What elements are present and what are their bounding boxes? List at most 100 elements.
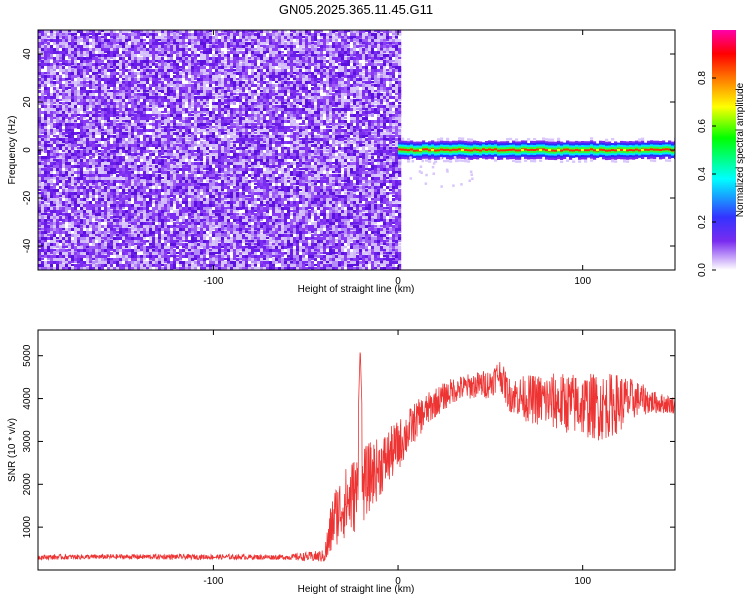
spectrogram-cell: [170, 78, 174, 82]
spectrogram-cell: [191, 228, 195, 232]
spectrogram-cell: [203, 75, 207, 80]
spectrogram-cell: [203, 252, 207, 255]
spectrogram-cell: [92, 81, 96, 86]
spectrogram-cell: [221, 84, 225, 88]
spectrogram-cell: [80, 174, 84, 178]
spectrogram-cell: [47, 249, 51, 254]
spectrogram-cell: [167, 141, 171, 144]
spectrogram-cell: [170, 258, 174, 263]
spectrogram-cell: [134, 189, 138, 194]
spectrogram-cell: [203, 156, 207, 159]
spectrogram-cell: [212, 162, 216, 165]
spectrogram-cell: [95, 252, 99, 257]
spectrogram-cell: [221, 60, 225, 66]
spectrogram-cell: [128, 141, 132, 146]
spectrogram-cell: [65, 144, 69, 150]
spectrogram-cell: [122, 198, 126, 202]
spectrogram-cell: [89, 51, 93, 55]
spectrogram-cell: [119, 69, 123, 72]
spectrogram-cell: [221, 39, 225, 43]
spectrogram-cell: [104, 72, 108, 78]
spectrogram-cell: [149, 216, 153, 221]
spectrogram-cell: [188, 135, 192, 138]
spectrogram-cell: [41, 48, 45, 54]
spectrogram-cell: [170, 204, 174, 207]
spectrogram-cell: [215, 231, 219, 234]
spectrogram-cell: [146, 111, 150, 117]
spectrogram-cell: [113, 87, 117, 91]
spectrogram-cell: [104, 216, 108, 219]
spectrogram-cell: [167, 153, 171, 156]
spectrogram-cell: [68, 39, 72, 42]
spectrogram-cell: [110, 72, 114, 75]
spectrogram-cell: [71, 240, 75, 246]
spectrogram-cell: [68, 117, 72, 123]
spectrogram-cell: [65, 219, 69, 223]
spectrogram-cell: [179, 57, 183, 61]
spectrogram-cell: [107, 132, 111, 136]
spectrogram-cell: [74, 240, 78, 243]
spectrogram-cell: [173, 192, 177, 195]
spectrogram-cell: [191, 147, 195, 151]
spectrogram-cell: [203, 39, 207, 43]
spectrogram-cell: [56, 69, 60, 74]
spectrogram-cell: [101, 96, 105, 102]
spectrogram-cell: [173, 174, 177, 178]
spectrogram-cell: [65, 45, 69, 49]
spectrogram-cell: [164, 168, 168, 172]
spectrogram-cell: [212, 219, 216, 224]
spectrogram-cell: [47, 183, 51, 187]
spectrogram-cell: [185, 132, 189, 138]
spectrogram-cell: [65, 243, 69, 246]
spectrogram-cell: [125, 249, 129, 253]
spectrogram-cell: [47, 141, 51, 144]
spectrogram-cell: [95, 81, 99, 86]
spectrogram-cell: [164, 255, 168, 260]
spectrogram-cell: [170, 225, 174, 229]
spectrogram-cell: [194, 114, 198, 120]
spectrogram-cell: [71, 39, 75, 45]
spectrogram-cell: [155, 162, 159, 165]
spectrogram-cell: [83, 243, 87, 248]
spectrogram-cell: [149, 39, 153, 43]
spectrogram-cell: [92, 102, 96, 107]
spectrogram-cell: [188, 195, 192, 200]
spectrogram-cell: [71, 207, 75, 213]
spectrogram-cell: [62, 30, 66, 35]
spectrogram-cell: [176, 105, 180, 108]
spectrogram-cell: [146, 108, 150, 113]
spectrogram-cell: [191, 255, 195, 261]
spectrogram-cell: [104, 237, 108, 242]
spectrogram-cell: [182, 225, 186, 229]
spectrogram-cell: [125, 213, 129, 219]
spectrogram-cell: [131, 90, 135, 94]
spectrogram-cell: [50, 138, 54, 144]
spectrogram-cell: [77, 57, 81, 62]
spectrogram-cell: [221, 189, 225, 192]
spectrogram-cell: [203, 129, 207, 135]
spectrogram-cell: [152, 216, 156, 221]
spectrogram-cell: [128, 264, 132, 270]
spectrogram-cell: [173, 204, 177, 208]
spectrogram-cell: [98, 111, 102, 114]
spectrogram-cell: [74, 162, 78, 167]
spectrogram-cell: [98, 177, 102, 181]
spectrogram-cell: [218, 201, 222, 204]
spectrogram-cell: [89, 87, 93, 90]
spectrogram-cell: [116, 258, 120, 264]
spectrogram-cell: [116, 57, 120, 63]
spectrogram-cell: [113, 63, 117, 67]
spectrogram-cell: [218, 102, 222, 108]
spectrogram-cell: [116, 225, 120, 228]
spectrogram-cell: [65, 117, 69, 119]
spectrogram-cell: [179, 180, 183, 186]
spectrogram-cell: [143, 231, 147, 237]
spectrogram-cell: [191, 174, 195, 177]
spectrogram-cell: [59, 120, 63, 126]
spectrogram-cell: [209, 237, 213, 243]
spectrogram-cell: [116, 219, 120, 225]
spectrogram-cell: [167, 231, 171, 235]
spectrogram-cell: [128, 63, 132, 68]
spectrogram-cell: [113, 156, 117, 160]
spectrogram-cell: [77, 39, 81, 44]
